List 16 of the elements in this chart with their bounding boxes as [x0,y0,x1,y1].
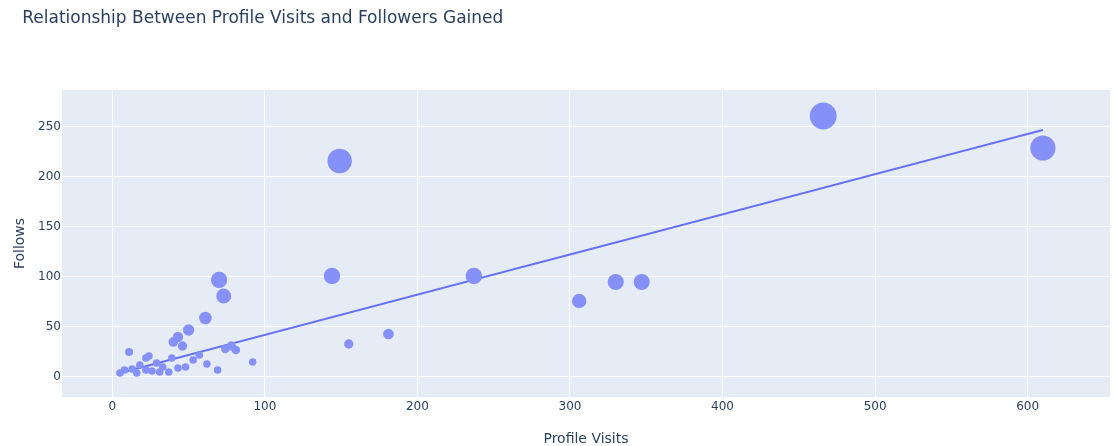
x-tick-label: 200 [405,399,429,413]
x-tick-label: 400 [711,399,734,413]
y-tick-label: 200 [38,169,61,184]
x-tick-label: 300 [558,399,582,413]
chart-title: Relationship Between Profile Visits and Followers Gained [22,7,504,28]
y-tick-label: 150 [38,219,61,234]
y-tick-label: 0 [53,369,61,384]
x-tick-label: 500 [863,399,887,413]
y-axis-title: Follows [11,217,27,270]
x-tick-label: 0 [108,399,117,413]
y-tick-label: 250 [38,119,61,134]
x-tick-label: 600 [1016,399,1040,413]
x-axis-title: Profile Visits [543,430,629,446]
y-tick-label: 50 [45,319,61,334]
y-tick-label: 100 [38,269,61,284]
x-tick-label: 100 [253,399,277,413]
